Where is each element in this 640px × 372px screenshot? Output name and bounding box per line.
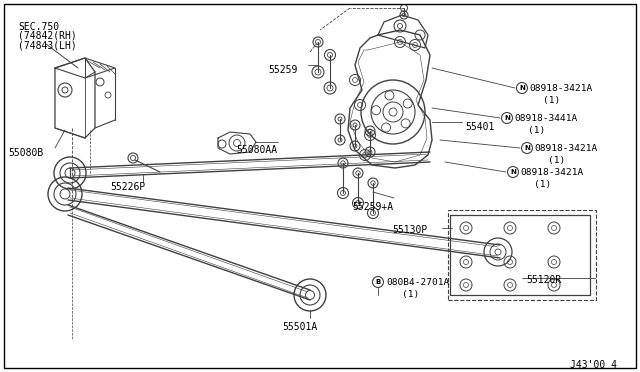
Text: 08918-3441A: 08918-3441A: [514, 114, 577, 123]
Text: 55226P: 55226P: [110, 182, 145, 192]
Text: 55080B: 55080B: [8, 148, 44, 158]
Text: J43'00 4: J43'00 4: [570, 360, 617, 370]
Text: 55259: 55259: [268, 65, 298, 75]
Text: N: N: [510, 169, 516, 175]
Text: 55080AA: 55080AA: [236, 145, 277, 155]
Bar: [448, 210, 596, 300]
Text: N: N: [504, 115, 510, 121]
Text: 08918-3421A: 08918-3421A: [529, 84, 592, 93]
Text: 080B4-2701A: 080B4-2701A: [386, 278, 449, 287]
Text: 08918-3421A: 08918-3421A: [534, 144, 597, 153]
Text: 55130P: 55130P: [392, 225, 428, 235]
Text: 55259+A: 55259+A: [352, 202, 393, 212]
Text: 08918-3421A: 08918-3421A: [520, 168, 583, 177]
Text: SEC.750: SEC.750: [18, 22, 59, 32]
Text: (1): (1): [402, 290, 419, 299]
Text: 55501A: 55501A: [282, 322, 317, 332]
Text: B: B: [376, 279, 381, 285]
Text: (74842(RH): (74842(RH): [18, 31, 77, 41]
Text: (74843(LH): (74843(LH): [18, 41, 77, 51]
Text: 55401: 55401: [465, 122, 494, 132]
Text: N: N: [524, 145, 530, 151]
Text: (1): (1): [534, 180, 551, 189]
Text: (1): (1): [548, 156, 565, 165]
Text: (1): (1): [528, 126, 545, 135]
Text: N: N: [519, 85, 525, 91]
Text: 55120R: 55120R: [526, 275, 561, 285]
Text: (1): (1): [543, 96, 560, 105]
